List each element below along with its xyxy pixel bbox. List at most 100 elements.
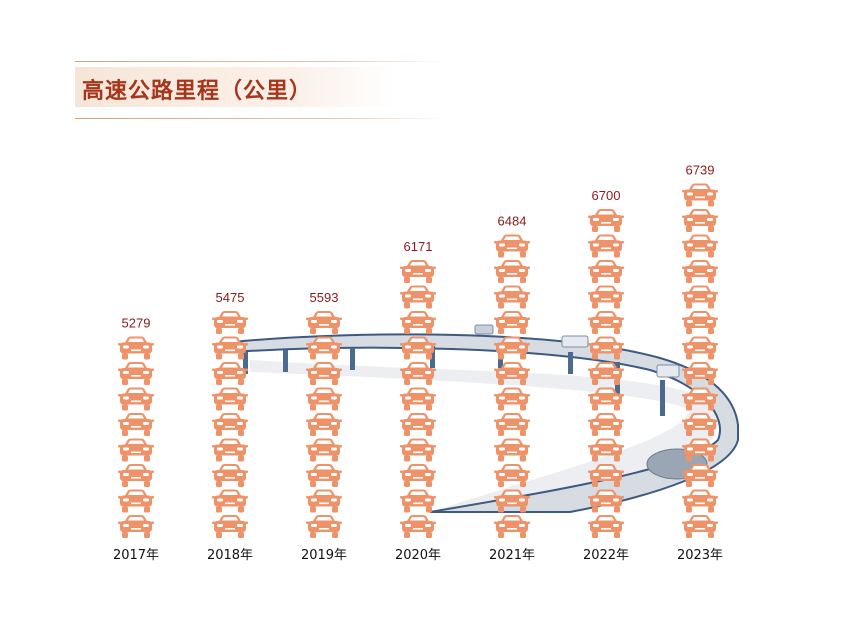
car-icon [212,464,248,487]
car-icon [494,285,530,309]
bar-column [212,311,248,538]
value-labels: 5279 5475 5593 6171 6484 6700 6739 [122,163,715,331]
car-icon [682,413,718,436]
car-icon [588,260,624,283]
data-label: 5475 [216,290,245,305]
car-icon [400,438,436,462]
car-icon [588,438,624,462]
car-icon [494,311,530,334]
data-label: 6700 [592,188,621,203]
car-icon [682,234,718,258]
car-icon [682,311,718,334]
car-icon [588,209,624,232]
car-icon [118,336,154,360]
car-icon [212,515,248,538]
car-icon [682,336,718,360]
data-label: 6171 [404,239,433,254]
overpass-illustration [231,324,739,513]
car-icon [212,311,248,334]
car-icon [400,285,436,309]
car-icon [494,438,530,462]
car-icon [494,515,530,538]
car-icon [306,438,342,462]
car-icon [118,413,154,436]
x-tick-label: 2019年 [301,548,347,563]
car-icon [588,362,624,385]
car-icon [682,515,718,538]
car-icon [682,209,718,232]
car-icon [118,515,154,538]
car-icon [588,285,624,309]
bridge-pillar [283,350,288,372]
car-icon [212,336,248,360]
title-banner [75,67,395,107]
car-icon [494,336,530,360]
bar-column [118,336,154,538]
car-icon [494,387,530,411]
car-icon [588,515,624,538]
bridge-pillar [660,380,665,416]
car-icon [494,234,530,258]
car-icon [400,260,436,283]
bar-columns [118,183,718,538]
bar-column [306,311,342,538]
truck-illustration [561,335,589,348]
car-icon [400,464,436,487]
x-tick-label: 2023年 [677,548,723,563]
title-rule-top [75,61,445,62]
car-icon [118,464,154,487]
van-illustration [474,324,494,335]
x-tick-label: 2017年 [113,548,159,563]
car-icon [400,489,436,513]
car-icon [494,413,530,436]
truck-illustration [656,364,680,378]
car-icon [682,260,718,283]
car-icon [306,362,342,385]
car-icon [118,438,154,462]
car-icon [212,438,248,462]
car-icon [212,413,248,436]
x-axis-tick-labels: 2017年 2018年 2019年 2020年 2021年 2022年 2023年 [113,548,723,563]
bar-column [682,183,718,538]
car-icon [494,489,530,513]
data-label: 5593 [310,290,339,305]
data-label: 6739 [686,163,715,178]
bridge-pillar [350,348,355,370]
car-icon [118,387,154,411]
x-tick-label: 2020年 [395,548,441,563]
car-icon [212,387,248,411]
car-icon [400,413,436,436]
car-icon [682,362,718,385]
car-icon [682,183,718,207]
car-icon [306,311,342,334]
car-icon [306,464,342,487]
bar-column [494,234,530,538]
car-icon [682,489,718,513]
data-label: 6484 [498,214,527,229]
x-tick-label: 2018年 [207,548,253,563]
car-icon [400,515,436,538]
car-icon [588,234,624,258]
car-icon [306,336,342,360]
data-label: 5279 [122,316,151,331]
car-icon [494,260,530,283]
x-tick-label: 2022年 [583,548,629,563]
car-icon [682,438,718,462]
car-icon [306,413,342,436]
car-icon [400,336,436,360]
car-icon [494,362,530,385]
car-icon [306,489,342,513]
car-icon [588,311,624,334]
car-icon [494,464,530,487]
x-tick-label: 2021年 [489,548,535,563]
bridge-pillar [243,352,248,374]
car-icon [400,311,436,334]
car-icon [118,489,154,513]
bridge-pillar [568,352,573,374]
bar-column [400,260,436,538]
car-icon [588,413,624,436]
car-icon [118,362,154,385]
car-icon [588,336,624,360]
